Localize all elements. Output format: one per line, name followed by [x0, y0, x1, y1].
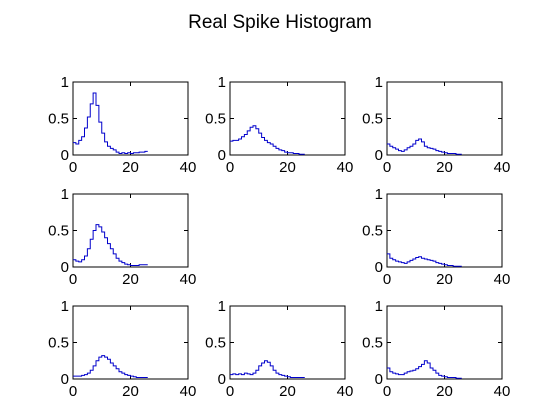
- y-tick-label: 0.5: [362, 223, 383, 240]
- subplot-r1c3: 0 20 40 0 0.5 1: [362, 74, 510, 176]
- axes-frame: [72, 305, 189, 380]
- figure-title: Real Spike Histogram: [188, 12, 372, 33]
- y-tick-label: 1: [375, 186, 383, 203]
- x-tick-label: 40: [337, 159, 354, 176]
- y-tick-label: 0.5: [205, 335, 226, 352]
- x-tick-label: 40: [494, 271, 511, 288]
- x-tick-label: 20: [279, 159, 296, 176]
- y-tick-label: 1: [375, 74, 383, 91]
- y-tick-label: 1: [61, 186, 69, 203]
- histogram-line: [73, 355, 148, 379]
- subplot-r1c2: 0 20 40 0 0.5 1: [205, 74, 353, 176]
- subplot-r3c3: 0 20 40 0 0.5 1: [362, 298, 510, 400]
- axes-frame: [386, 81, 503, 156]
- subplot-r2c1: 0 20 40 0 0.5 1: [48, 186, 196, 288]
- subplot-r2c3: 0 20 40 0 0.5 1: [362, 186, 510, 288]
- y-tick-label: 0.5: [48, 111, 69, 128]
- x-tick-label: 0: [69, 159, 77, 176]
- x-tick-label: 40: [180, 383, 197, 400]
- axes-frame: [229, 305, 346, 380]
- x-tick-label: 20: [436, 159, 453, 176]
- x-tick-label: 40: [180, 271, 197, 288]
- axes-frame: [72, 81, 189, 156]
- histogram-line: [230, 125, 305, 155]
- histogram-line: [73, 92, 148, 155]
- y-tick-label: 0: [375, 371, 383, 388]
- y-tick-label: 1: [218, 74, 226, 91]
- y-tick-label: 1: [218, 298, 226, 315]
- x-tick-label: 20: [122, 271, 139, 288]
- y-tick-label: 1: [375, 298, 383, 315]
- x-tick-label: 40: [494, 159, 511, 176]
- axes-frame: [386, 305, 503, 380]
- y-tick-label: 0: [61, 371, 69, 388]
- y-tick-label: 0.5: [48, 335, 69, 352]
- histogram-line: [230, 360, 305, 379]
- x-tick-label: 0: [383, 159, 391, 176]
- y-tick-label: 0: [218, 147, 226, 164]
- axes-frame: [229, 81, 346, 156]
- x-tick-label: 40: [337, 383, 354, 400]
- histogram-line: [387, 253, 462, 267]
- y-tick-label: 0: [61, 259, 69, 276]
- y-tick-label: 0.5: [362, 111, 383, 128]
- y-tick-label: 0: [375, 147, 383, 164]
- subplot-r1c1: 0 20 40 0 0.5 1: [48, 74, 196, 176]
- histogram-line: [73, 224, 148, 267]
- histogram-line: [387, 360, 462, 379]
- x-tick-label: 0: [383, 271, 391, 288]
- y-tick-label: 0: [218, 371, 226, 388]
- x-tick-label: 20: [122, 383, 139, 400]
- y-tick-label: 0.5: [205, 111, 226, 128]
- y-tick-label: 0: [61, 147, 69, 164]
- subplot-r3c2: 0 20 40 0 0.5 1: [205, 298, 353, 400]
- x-tick-label: 20: [436, 271, 453, 288]
- y-tick-label: 0.5: [362, 335, 383, 352]
- y-tick-label: 1: [61, 298, 69, 315]
- x-tick-label: 40: [180, 159, 197, 176]
- axes-frame: [386, 193, 503, 268]
- x-tick-label: 20: [279, 383, 296, 400]
- x-tick-label: 20: [122, 159, 139, 176]
- y-tick-label: 1: [61, 74, 69, 91]
- x-tick-label: 0: [226, 159, 234, 176]
- x-tick-label: 0: [383, 383, 391, 400]
- x-tick-label: 0: [226, 383, 234, 400]
- axes-frame: [72, 193, 189, 268]
- y-tick-label: 0.5: [48, 223, 69, 240]
- histogram-line: [387, 138, 462, 155]
- x-tick-label: 20: [436, 383, 453, 400]
- subplot-r3c1: 0 20 40 0 0.5 1: [48, 298, 196, 400]
- x-tick-label: 0: [69, 271, 77, 288]
- x-tick-label: 40: [494, 383, 511, 400]
- x-tick-label: 0: [69, 383, 77, 400]
- y-tick-label: 0: [375, 259, 383, 276]
